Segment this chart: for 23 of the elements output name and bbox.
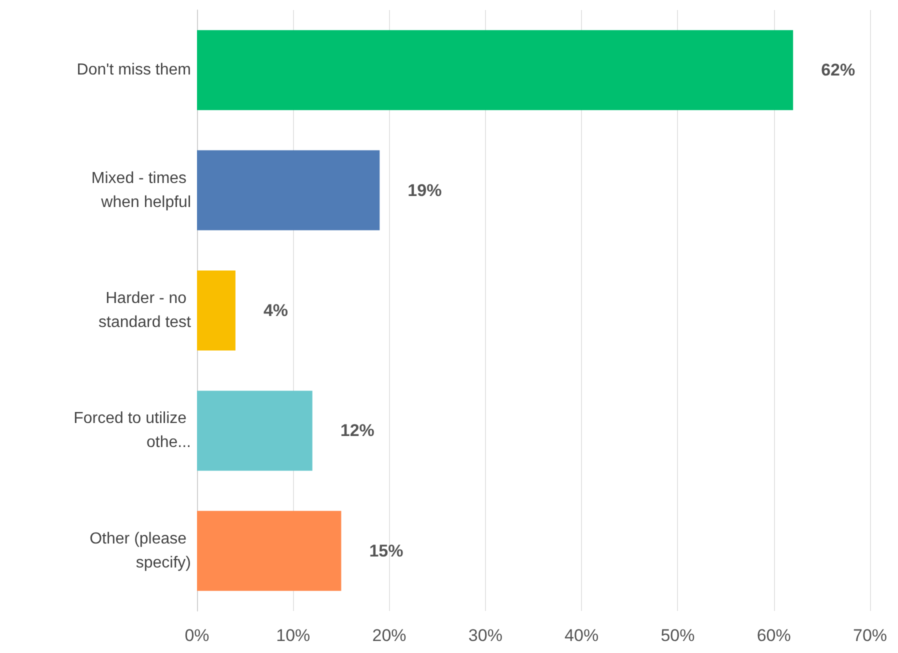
x-tick-label: 10% — [276, 626, 310, 645]
data-label: 19% — [408, 180, 442, 200]
y-tick-label: Mixed - times when helpful — [91, 170, 191, 211]
y-tick-label: Forced to utilize othe... — [74, 410, 191, 452]
y-tick-label: Other (please specify) — [90, 530, 191, 572]
data-label: 12% — [340, 421, 374, 440]
bar — [197, 150, 380, 230]
bar — [197, 270, 236, 350]
data-label: 4% — [263, 301, 288, 320]
bar — [197, 390, 312, 471]
y-tick-label: Don't miss them — [76, 62, 191, 79]
bar — [197, 30, 794, 110]
bar — [197, 510, 342, 591]
x-tick-label: 0% — [184, 626, 210, 645]
data-label: 62% — [821, 60, 856, 80]
x-tick-label: 60% — [756, 626, 791, 645]
y-tick-label: Harder - no standard test — [98, 290, 192, 331]
x-tick-label: 30% — [468, 626, 502, 645]
x-tick-label: 20% — [372, 626, 406, 645]
x-tick-label: 50% — [660, 626, 695, 645]
data-label: 15% — [369, 541, 404, 560]
x-tick-label: 70% — [852, 626, 888, 645]
x-tick-label: 40% — [564, 626, 599, 645]
